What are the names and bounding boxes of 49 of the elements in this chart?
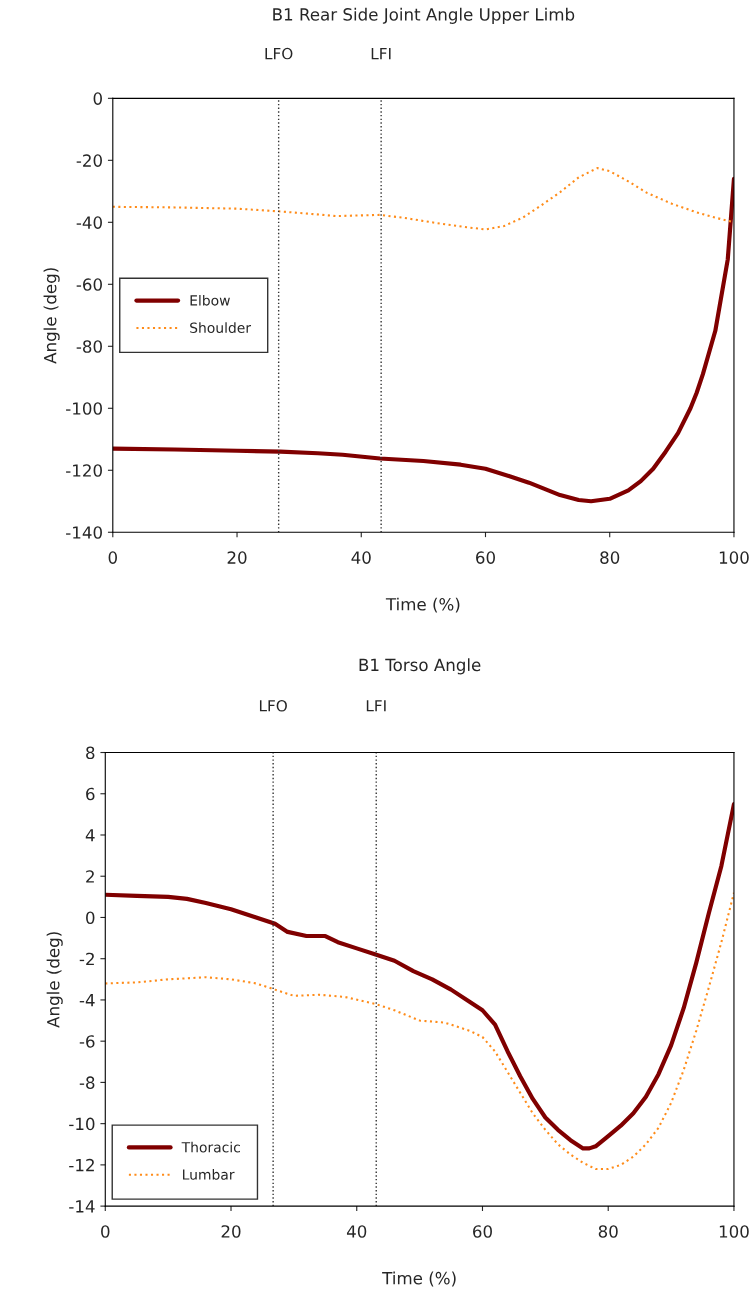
x-tick-label: 40 xyxy=(351,551,371,564)
y-tick-label: -2 xyxy=(79,952,94,966)
y-tick-label: 8 xyxy=(86,746,95,760)
x-tick-label: 20 xyxy=(221,1225,241,1238)
x-axis-title: Time (%) xyxy=(382,1271,456,1287)
ref-line-label: LFO xyxy=(259,700,287,712)
x-tick-label: 100 xyxy=(719,551,749,564)
x-axis-title: Time (%) xyxy=(385,597,460,613)
y-tick-label: -120 xyxy=(66,464,102,477)
x-tick-label: 0 xyxy=(108,551,117,564)
x-tick-label: 0 xyxy=(101,1225,110,1238)
chart-title: B1 Torso Angle xyxy=(359,658,481,675)
x-tick-label: 80 xyxy=(600,551,620,564)
y-tick-label: -100 xyxy=(66,402,102,415)
line-series xyxy=(105,801,734,1151)
y-tick-label: -4 xyxy=(79,994,95,1007)
legend-label: Lumbar xyxy=(183,1169,235,1180)
y-tick-label: 6 xyxy=(86,787,95,801)
y-tick-label: 4 xyxy=(85,829,95,842)
y-tick-label: -6 xyxy=(79,1035,95,1048)
line-series xyxy=(112,176,734,504)
ref-line-label: LFO xyxy=(265,47,293,60)
ref-line-label: LFI xyxy=(371,48,391,60)
chart-title: B1 Rear Side Joint Angle Upper Limb xyxy=(273,7,575,24)
legend-label: Elbow xyxy=(190,294,230,306)
x-tick-label: 20 xyxy=(227,551,247,564)
y-tick-label: -40 xyxy=(76,216,102,229)
y-tick-label: -60 xyxy=(76,278,102,291)
y-tick-label: -20 xyxy=(76,154,102,167)
legend-label: Shoulder xyxy=(190,322,252,333)
ref-line-label: LFI xyxy=(366,700,386,712)
line-series xyxy=(112,167,734,231)
y-tick-label: -12 xyxy=(69,1158,94,1172)
y-tick-label: -8 xyxy=(79,1076,95,1089)
x-tick-label: 100 xyxy=(719,1225,749,1238)
y-tick-label: 2 xyxy=(86,870,94,883)
y-tick-label: -14 xyxy=(69,1200,95,1213)
x-tick-label: 80 xyxy=(598,1225,618,1238)
x-tick-label: 60 xyxy=(473,1225,492,1238)
x-tick-label: 40 xyxy=(346,1225,367,1238)
legend-label: Thoracic xyxy=(181,1141,240,1153)
y-tick-label: -10 xyxy=(69,1117,95,1131)
y-axis-title: Angle (deg) xyxy=(43,268,60,364)
y-tick-label: 0 xyxy=(93,92,102,105)
y-axis-title: Angle (deg) xyxy=(46,932,63,1028)
x-tick-label: 60 xyxy=(476,551,495,564)
y-tick-label: -80 xyxy=(76,340,102,353)
y-tick-label: 0 xyxy=(86,911,95,925)
y-tick-label: -140 xyxy=(66,526,102,539)
